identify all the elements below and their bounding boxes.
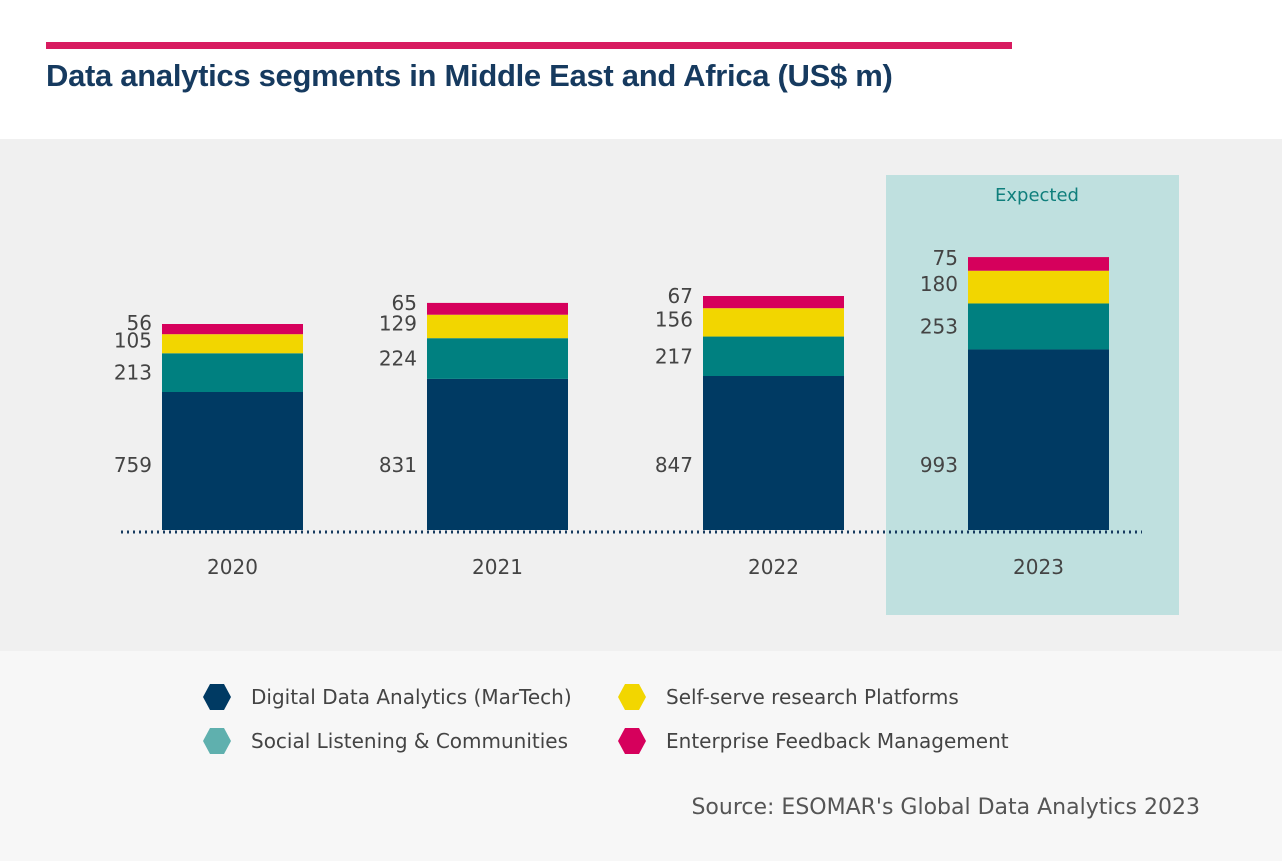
bar-segment-2021-2 bbox=[427, 314, 568, 339]
data-label: 105 bbox=[114, 329, 152, 353]
bar-segment-2022-3 bbox=[703, 296, 844, 309]
data-label: 67 bbox=[668, 284, 693, 308]
bar-segment-2022-0 bbox=[703, 376, 844, 530]
data-label: 180 bbox=[920, 272, 958, 296]
data-label: 213 bbox=[114, 361, 152, 385]
source-note: Source: ESOMAR's Global Data Analytics 2… bbox=[691, 795, 1200, 820]
data-label: 156 bbox=[655, 307, 693, 331]
chart-title: Data analytics segments in Middle East a… bbox=[46, 58, 893, 93]
data-label: 75 bbox=[933, 246, 958, 270]
legend-item: Social Listening & Communities bbox=[203, 728, 568, 754]
hexagon-swatch-icon bbox=[203, 728, 231, 754]
data-label: 253 bbox=[920, 314, 958, 338]
x-tick-label: 2021 bbox=[472, 555, 523, 579]
bar-segment-2020-3 bbox=[162, 324, 303, 335]
bar-segment-2021-0 bbox=[427, 378, 568, 530]
bar-segment-2023-1 bbox=[968, 303, 1109, 350]
hexagon-swatch-icon bbox=[618, 684, 646, 710]
bar-segment-2023-0 bbox=[968, 349, 1109, 530]
data-label: 129 bbox=[379, 311, 417, 335]
bar-segment-2023-3 bbox=[968, 257, 1109, 271]
bar-segment-2020-2 bbox=[162, 334, 303, 354]
legend-label: Digital Data Analytics (MarTech) bbox=[251, 685, 572, 709]
bar-segment-2023-2 bbox=[968, 270, 1109, 304]
expected-label: Expected bbox=[995, 185, 1079, 206]
bar-segment-2021-3 bbox=[427, 302, 568, 315]
hexagon-swatch-icon bbox=[618, 728, 646, 754]
x-tick-label: 2023 bbox=[1013, 555, 1064, 579]
data-label: 993 bbox=[920, 453, 958, 477]
hexagon-swatch-icon bbox=[203, 684, 231, 710]
bar-segment-2022-1 bbox=[703, 336, 844, 376]
data-label: 65 bbox=[392, 291, 417, 315]
x-tick-label: 2022 bbox=[748, 555, 799, 579]
data-label: 224 bbox=[379, 347, 417, 371]
data-label: 56 bbox=[127, 311, 152, 335]
legend-label: Self-serve research Platforms bbox=[666, 685, 959, 709]
data-label: 759 bbox=[114, 453, 152, 477]
legend-item: Enterprise Feedback Management bbox=[618, 728, 1009, 754]
legend-label: Enterprise Feedback Management bbox=[666, 729, 1009, 753]
legend-item: Digital Data Analytics (MarTech) bbox=[203, 684, 572, 710]
data-label: 847 bbox=[655, 453, 693, 477]
legend-label: Social Listening & Communities bbox=[251, 729, 569, 753]
bar-segment-2020-0 bbox=[162, 392, 303, 530]
title-accent-bar bbox=[46, 42, 1012, 49]
legend-item: Self-serve research Platforms bbox=[618, 684, 959, 710]
data-label: 217 bbox=[655, 344, 693, 368]
bar-segment-2021-1 bbox=[427, 338, 568, 379]
x-tick-label: 2020 bbox=[207, 555, 258, 579]
bar-segment-2022-2 bbox=[703, 308, 844, 337]
bar-segment-2020-1 bbox=[162, 353, 303, 392]
data-label: 831 bbox=[379, 453, 417, 477]
